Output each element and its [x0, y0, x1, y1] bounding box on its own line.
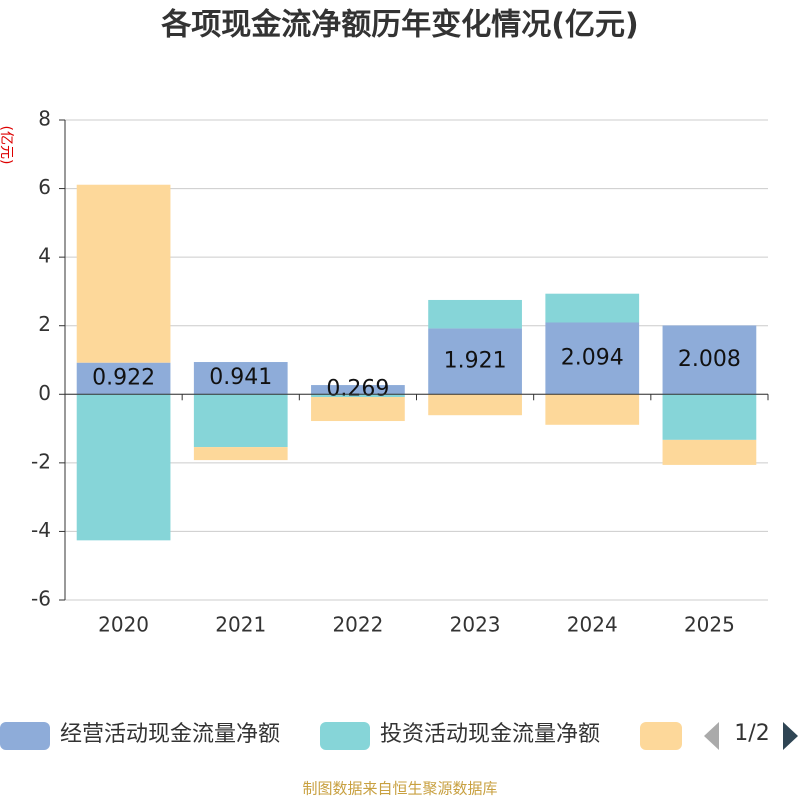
bar [76, 362, 171, 395]
legend-next[interactable] [783, 722, 798, 750]
bar [662, 325, 757, 395]
bar [428, 328, 522, 395]
data-label: 2.094 [561, 345, 624, 370]
bar [193, 394, 288, 448]
bar [662, 439, 757, 465]
data-label: 0.922 [92, 365, 155, 390]
bar [428, 394, 522, 416]
chart-title: 各项现金流净额历年变化情况(亿元) [160, 8, 638, 43]
data-label: 1.921 [444, 348, 507, 373]
legend-label: 投资活动现金流量净额 [380, 722, 600, 747]
y-tick-label: 4 [38, 244, 51, 268]
y-tick-label: -4 [31, 518, 51, 542]
x-tick-label: 2020 [98, 613, 149, 637]
bar [311, 394, 405, 398]
bar [545, 394, 640, 425]
bar [428, 299, 522, 329]
data-label: 0.941 [209, 365, 272, 390]
data-label: 0.269 [326, 377, 389, 402]
bar [311, 397, 405, 422]
y-tick-label: -2 [31, 449, 51, 473]
y-tick-label: 2 [38, 312, 51, 336]
bar [76, 184, 171, 363]
y-tick-label: -6 [31, 587, 51, 611]
bar [76, 394, 171, 541]
bar [662, 394, 757, 440]
legend-page: 1/2 [734, 721, 769, 746]
bar [311, 385, 405, 395]
bar [193, 447, 288, 461]
x-tick-label: 2021 [215, 613, 266, 637]
legend-swatch [640, 722, 682, 750]
x-tick-label: 2022 [332, 613, 383, 637]
bar [193, 362, 288, 395]
bar [545, 322, 640, 395]
legend-prev[interactable] [704, 722, 719, 750]
y-axis-label: (亿元) [0, 126, 14, 165]
legend-swatch [0, 722, 50, 750]
legend-label: 经营活动现金流量净额 [60, 722, 280, 747]
y-tick-label: 8 [38, 107, 51, 131]
y-tick-label: 0 [38, 381, 51, 405]
x-tick-label: 2023 [450, 613, 501, 637]
y-tick-label: 6 [38, 175, 51, 199]
x-tick-label: 2024 [567, 613, 618, 637]
source: 制图数据来自恒生聚源数据库 [302, 780, 497, 798]
data-label: 2.008 [678, 347, 741, 372]
x-tick-label: 2025 [684, 613, 735, 637]
bar [545, 293, 640, 323]
legend-swatch [320, 722, 370, 750]
